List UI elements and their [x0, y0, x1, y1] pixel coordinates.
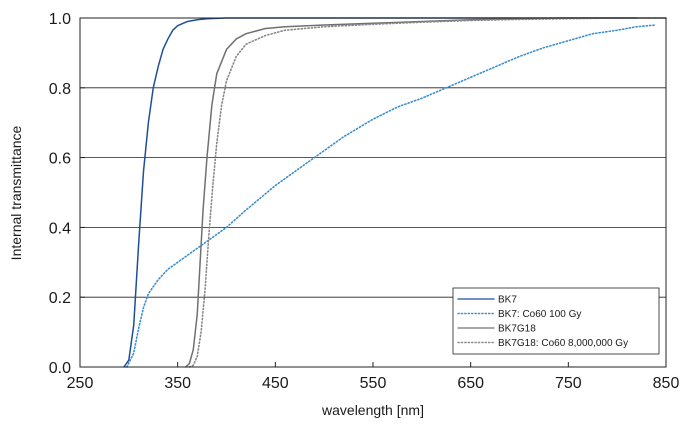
- series-line-3: [188, 17, 667, 368]
- x-tick-label-1: 350: [164, 375, 191, 392]
- y-tick-label-4: 0.8: [49, 81, 71, 98]
- legend-items: BK7 BK7: Co60 100 Gy BK7G18 BK7G18: Co60 8,…: [457, 295, 628, 349]
- legend-label-0: BK7: [498, 295, 517, 306]
- x-tick-label-6: 850: [653, 375, 680, 392]
- legend-label-1: BK7: Co60 100 Gy: [498, 309, 581, 320]
- y-tick-label-1: 0.2: [49, 290, 71, 307]
- x-tick-label-4: 650: [457, 375, 484, 392]
- y-axis-title: Internal transmittance: [8, 125, 24, 260]
- x-axis-title: wavelength [nm]: [321, 402, 424, 418]
- x-tick-label-0: 250: [67, 375, 94, 392]
- series-line-1: [126, 24, 658, 368]
- x-axis-ticks: 250 350 450 550 650 750 850: [67, 362, 680, 392]
- y-tick-label-2: 0.4: [49, 220, 71, 237]
- y-tick-label-5: 1.0: [49, 11, 71, 28]
- legend-label-2: BK7G18: [498, 324, 536, 335]
- legend: BK7 BK7: Co60 100 Gy BK7G18 BK7G18: Co60 8,…: [452, 287, 660, 355]
- x-tick-label-3: 550: [360, 375, 387, 392]
- y-tick-label-3: 0.6: [49, 151, 71, 168]
- x-tick-label-2: 450: [262, 375, 289, 392]
- x-tick-label-5: 750: [555, 375, 582, 392]
- legend-label-3: BK7G18: Co60 8,000,000 Gy: [498, 338, 628, 349]
- y-axis-ticks: 0.0 0.2 0.4 0.6 0.8 1.0: [49, 11, 85, 377]
- y-tick-label-0: 0.0: [49, 360, 71, 377]
